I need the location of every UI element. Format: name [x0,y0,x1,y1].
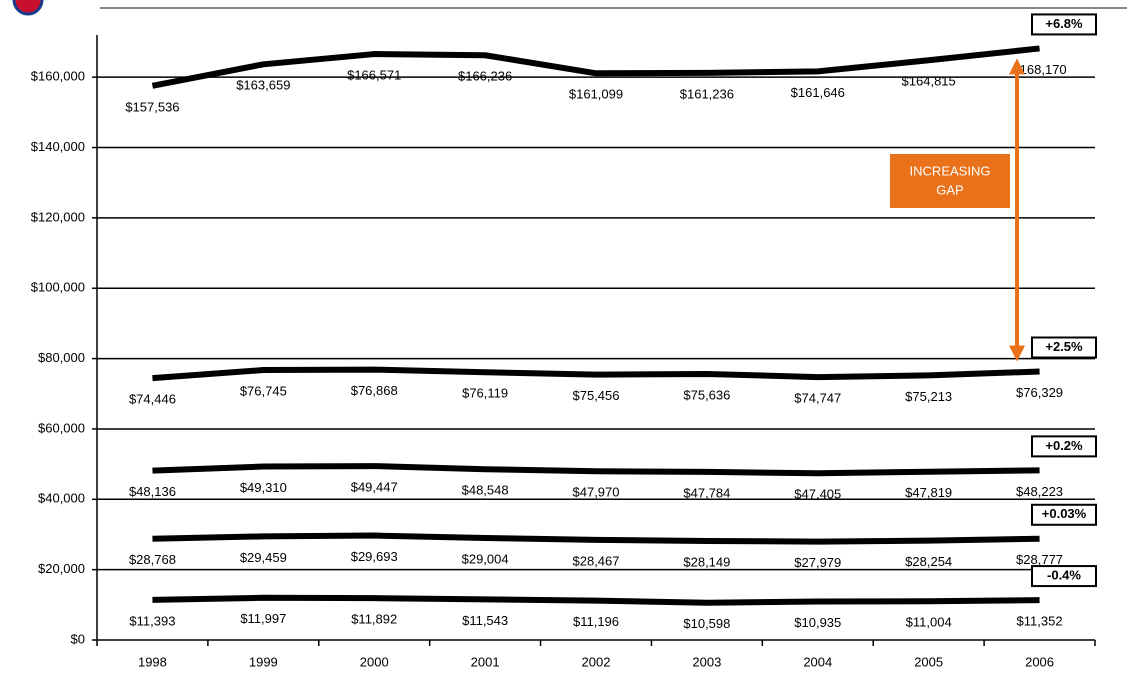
y-tick-label: $60,000 [38,420,85,435]
y-tick-label: $0 [71,631,85,646]
y-tick-label: $160,000 [31,69,85,84]
y-tick-label: $40,000 [38,491,85,506]
data-label: $76,868 [351,383,398,398]
series-line [152,532,1040,545]
data-label: $28,149 [683,554,730,569]
y-tick-label: $100,000 [31,280,85,295]
series-line [152,463,1040,477]
change-box [1031,435,1097,458]
change-box [1031,336,1097,359]
data-label: $163,659 [236,78,290,93]
data-label: $47,405 [794,487,841,502]
data-label: $161,646 [791,85,845,100]
data-label: $49,310 [240,480,287,495]
data-label: $11,543 [462,613,508,628]
data-label: $11,004 [906,615,952,630]
data-label: $28,467 [573,553,620,568]
data-label: $47,784 [683,485,730,500]
x-tick-label: 2006 [1025,654,1054,669]
gap-label: INCREASING [910,163,991,178]
change-label: +2.5% [1045,339,1083,354]
change-label: +0.03% [1042,506,1087,521]
data-label: $161,099 [569,87,623,102]
series-line [152,594,1040,606]
gap-label: GAP [936,182,963,197]
data-label: $76,329 [1016,385,1063,400]
series-line [152,366,1040,382]
data-label: $48,223 [1016,484,1063,499]
data-label: $166,571 [347,67,401,82]
change-label: +6.8% [1045,16,1083,31]
x-tick-label: 2004 [803,654,832,669]
data-label: $28,768 [129,552,176,567]
data-label: $10,598 [683,616,730,631]
y-tick-label: $140,000 [31,139,85,154]
x-tick-label: 1998 [138,654,167,669]
gap-arrow-head [1009,58,1025,75]
data-label: $75,636 [683,387,730,402]
data-label: $47,970 [573,485,620,500]
change-label: +0.2% [1045,438,1083,453]
data-label: $48,136 [129,484,176,499]
data-label: $11,352 [1017,614,1063,629]
x-tick-label: 2000 [360,654,389,669]
change-box [1031,565,1097,588]
data-label: $11,892 [351,612,397,627]
gap-box [890,154,1010,208]
data-label: $29,459 [240,550,287,565]
y-tick-label: $120,000 [31,209,85,224]
data-label: $166,236 [458,69,512,84]
data-label: $157,536 [125,99,179,114]
data-label: $47,819 [905,485,952,500]
x-tick-label: 1999 [249,654,278,669]
change-label: -0.4% [1047,568,1081,583]
data-label: $28,254 [905,554,952,569]
data-label: $161,236 [680,86,734,101]
data-label: $76,745 [240,383,287,398]
data-label: $75,213 [905,389,952,404]
data-label: $76,119 [462,386,508,401]
change-box [1031,503,1097,526]
data-label: $74,446 [129,392,176,407]
data-label: $11,196 [573,614,619,629]
y-tick-label: $20,000 [38,561,85,576]
data-label: $29,004 [462,551,509,566]
data-label: $11,997 [240,611,286,626]
x-tick-label: 2001 [471,654,500,669]
data-label: $27,979 [794,555,841,570]
data-label: $164,815 [902,74,956,89]
logo [12,0,44,16]
x-tick-label: 2002 [582,654,611,669]
data-label: $11,393 [129,613,175,628]
data-label: $10,935 [794,615,841,630]
x-tick-label: 2003 [692,654,721,669]
data-label: $75,456 [573,388,620,403]
data-label: $29,693 [351,549,398,564]
data-label: $74,747 [794,391,841,406]
change-box [1031,13,1097,36]
series-line [151,45,1040,89]
data-label: $48,548 [462,483,509,498]
data-label: $49,447 [351,480,398,495]
data-label: $28,777 [1016,552,1063,567]
y-tick-label: $80,000 [38,350,85,365]
gap-arrow-head [1009,345,1025,362]
data-label: $168,170 [1012,62,1066,77]
x-tick-label: 2005 [914,654,943,669]
